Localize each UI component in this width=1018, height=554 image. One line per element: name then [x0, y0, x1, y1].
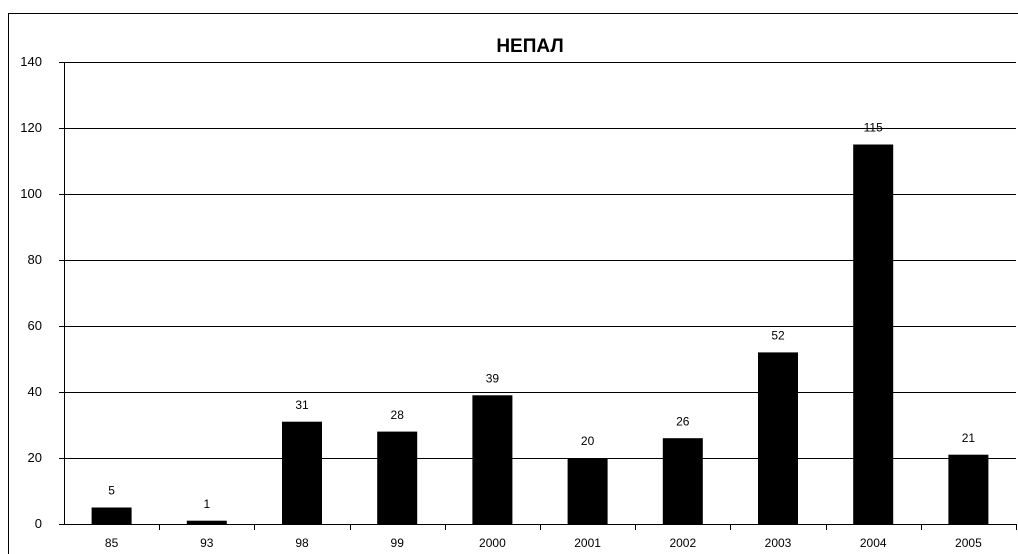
data-label: 1: [203, 497, 210, 511]
chart-title: НЕПАЛ: [496, 36, 563, 57]
y-tick-label: 140: [20, 54, 42, 69]
y-tick-label: 120: [20, 120, 42, 135]
bar: [472, 395, 513, 524]
bar: [91, 507, 132, 524]
bar: [567, 458, 608, 524]
x-tick-label: 2001: [574, 536, 601, 550]
x-tick-label: 2000: [479, 536, 506, 550]
x-tick-label: 2004: [860, 536, 887, 550]
bar: [758, 352, 798, 524]
data-label: 26: [676, 414, 690, 428]
bar: [377, 431, 418, 524]
data-label: 52: [771, 329, 785, 343]
bar: [282, 421, 322, 524]
chart-frame: [8, 13, 1018, 554]
y-tick-label: 60: [28, 318, 42, 333]
x-tick-label: 2002: [669, 536, 696, 550]
bar: [948, 454, 989, 524]
bar: [662, 438, 703, 524]
bar: [853, 144, 894, 524]
bar: [186, 520, 227, 524]
x-tick-label: 93: [200, 536, 214, 550]
y-tick-label: 20: [28, 450, 42, 465]
data-label: 20: [581, 434, 595, 448]
data-label: 115: [864, 121, 883, 135]
y-tick-label: 0: [35, 516, 42, 531]
data-label: 5: [108, 484, 115, 498]
y-tick-label: 80: [28, 252, 42, 267]
data-label: 21: [962, 431, 976, 445]
data-label: 28: [391, 408, 405, 422]
y-tick-label: 40: [28, 384, 42, 399]
x-tick-label: 2005: [955, 536, 982, 550]
x-tick-label: 99: [391, 536, 405, 550]
x-tick-label: 98: [295, 536, 309, 550]
y-tick-label: 100: [20, 186, 42, 201]
data-label: 31: [295, 398, 309, 412]
x-tick-label: 2003: [765, 536, 792, 550]
x-tick-label: 85: [105, 536, 119, 550]
data-label: 39: [486, 371, 500, 385]
